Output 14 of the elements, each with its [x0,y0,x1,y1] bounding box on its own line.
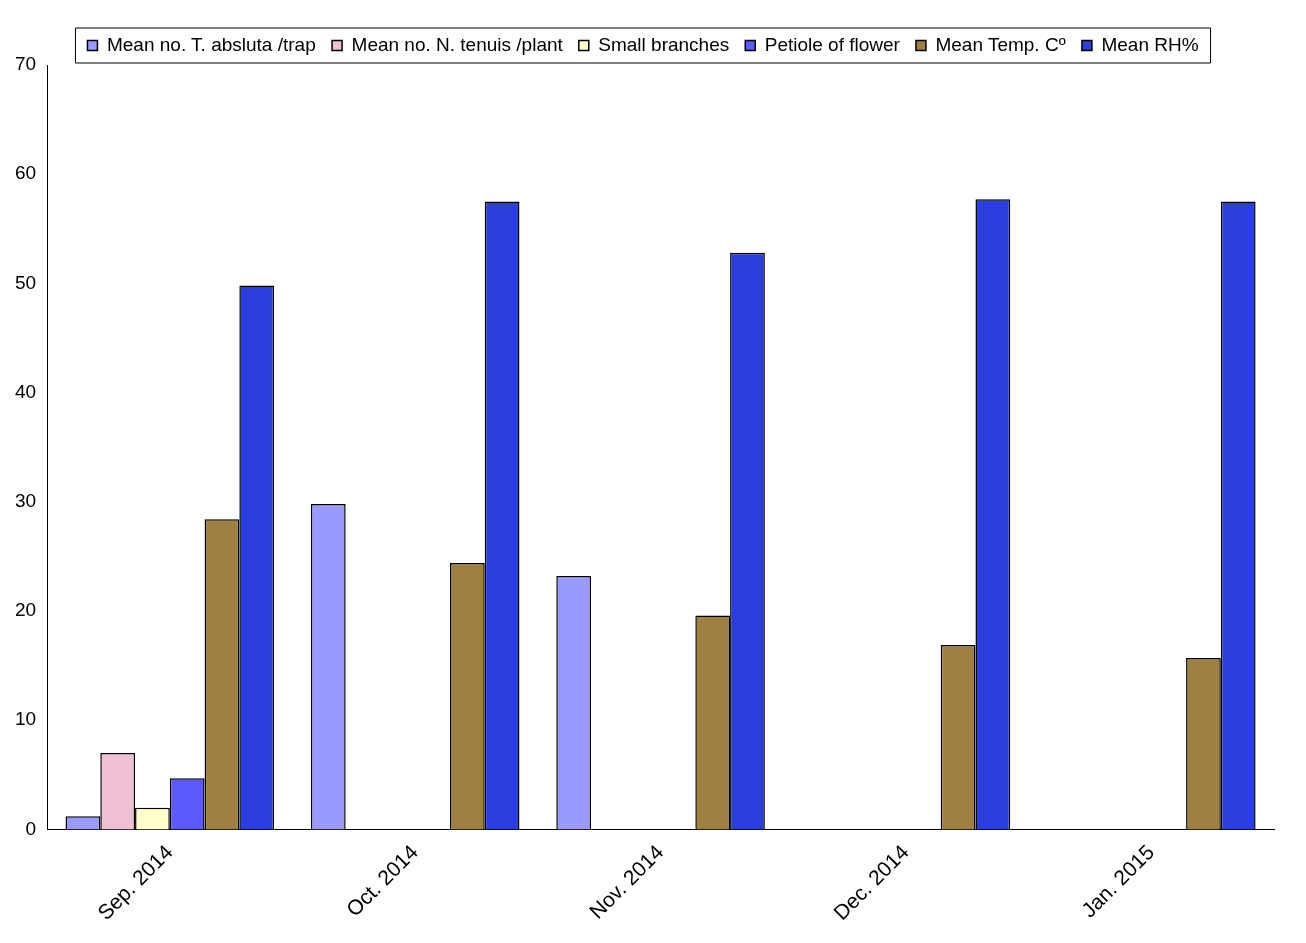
y-tick-label: 30 [14,490,37,512]
y-tick-label: 70 [14,53,37,75]
y-tick-label: 60 [14,162,37,184]
legend-label: Petiole of flower [764,33,901,55]
legend-label: Mean no. N. tenuis /plant [351,33,564,55]
y-tick-label: 10 [14,708,37,730]
legend-label: Small branches [598,33,730,55]
legend-label: Mean RH% [1101,33,1199,55]
y-tick-label: 40 [14,380,37,402]
y-tick-label: 50 [14,271,37,293]
y-tick-label: 20 [14,599,37,621]
y-tick-label: 0 [25,817,37,839]
legend-label: Mean Temp. Cº [935,33,1066,55]
legend-label: Mean no. T. absluta /trap [106,33,316,55]
